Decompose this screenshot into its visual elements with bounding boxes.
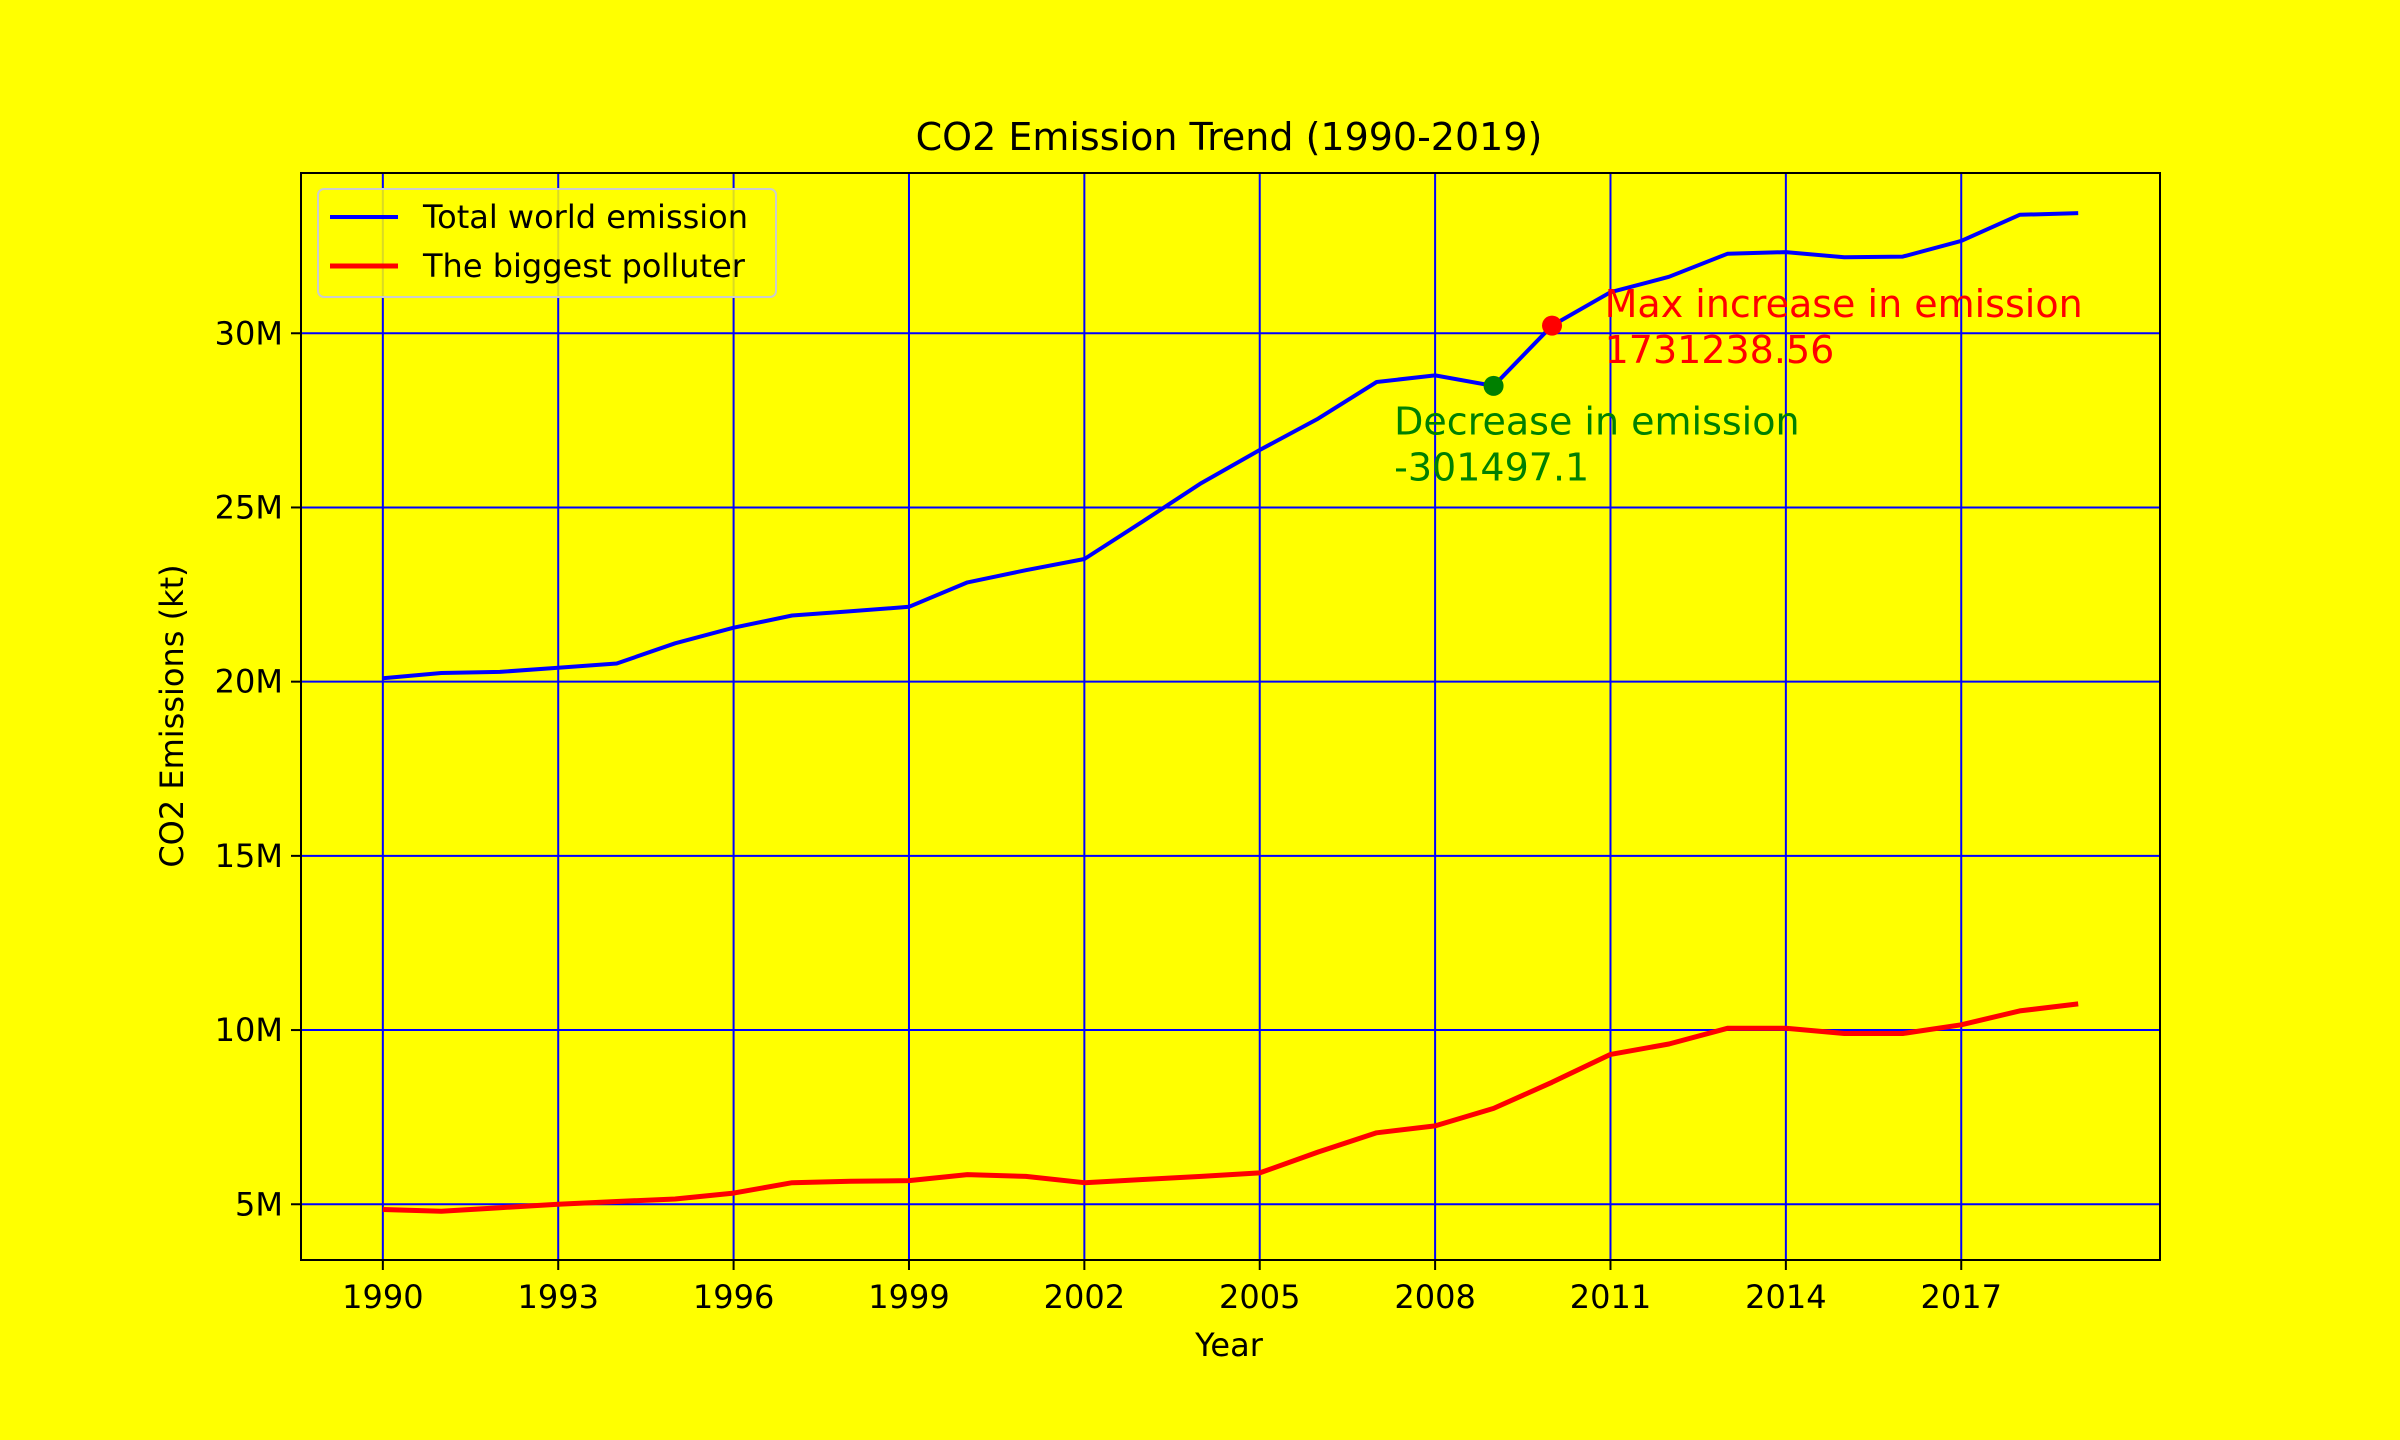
y-axis-ticks: 5M 10M 15M 20M 25M 30M (215, 314, 301, 1223)
x-tick-label: 2017 (1921, 1278, 2002, 1316)
y-tick-label: 30M (215, 314, 283, 352)
annotation-value: 1731238.56 (1605, 328, 1835, 372)
grid-lines (301, 173, 2160, 1260)
x-tick-label: 1990 (342, 1278, 423, 1316)
x-axis-label: Year (1194, 1326, 1264, 1364)
annotation-label: Decrease in emission (1394, 399, 1799, 443)
x-tick-label: 2002 (1044, 1278, 1125, 1316)
decrease-annotation: Decrease in emission -301497.1 (1394, 399, 1799, 489)
legend-label-total-world: Total world emission (422, 198, 748, 236)
y-axis-label: CO2 Emissions (kt) (153, 564, 191, 867)
y-tick-label: 15M (215, 837, 283, 875)
series-line-biggest-polluter (382, 1001, 2079, 1214)
annotation-markers (1483, 315, 1563, 396)
x-tick-label: 2011 (1570, 1278, 1651, 1316)
x-tick-label: 2005 (1219, 1278, 1300, 1316)
max-increase-marker (1542, 315, 1563, 336)
y-tick-label: 20M (215, 663, 283, 701)
x-tick-label: 2008 (1394, 1278, 1475, 1316)
annotation-value: -301497.1 (1394, 445, 1589, 489)
series-lines (382, 211, 2079, 1214)
x-tick-label: 1996 (693, 1278, 774, 1316)
y-tick-label: 5M (235, 1185, 283, 1223)
legend-label-biggest-polluter: The biggest polluter (422, 247, 746, 285)
y-tick-label: 25M (215, 488, 283, 526)
legend: Total world emission The biggest pollute… (317, 188, 777, 298)
legend-box (317, 188, 777, 298)
annotation-label: Max increase in emission (1605, 282, 2083, 326)
max-increase-annotation: Max increase in emission 1731238.56 (1605, 282, 2083, 372)
x-tick-label: 1999 (868, 1278, 949, 1316)
annotations: Max increase in emission 1731238.56 Decrea… (1394, 282, 2082, 489)
series-line-total-world-emission (382, 211, 2079, 681)
chart-title: CO2 Emission Trend (1990-2019) (916, 115, 1543, 159)
y-tick-label: 10M (215, 1011, 283, 1049)
x-axis-ticks: 1990 1993 1996 1999 2002 2005 2008 2011 2014 2017 (342, 1260, 2002, 1316)
plot-frame (300, 172, 2161, 1261)
decrease-marker (1483, 375, 1504, 396)
x-tick-label: 2014 (1745, 1278, 1826, 1316)
x-tick-label: 1993 (518, 1278, 599, 1316)
